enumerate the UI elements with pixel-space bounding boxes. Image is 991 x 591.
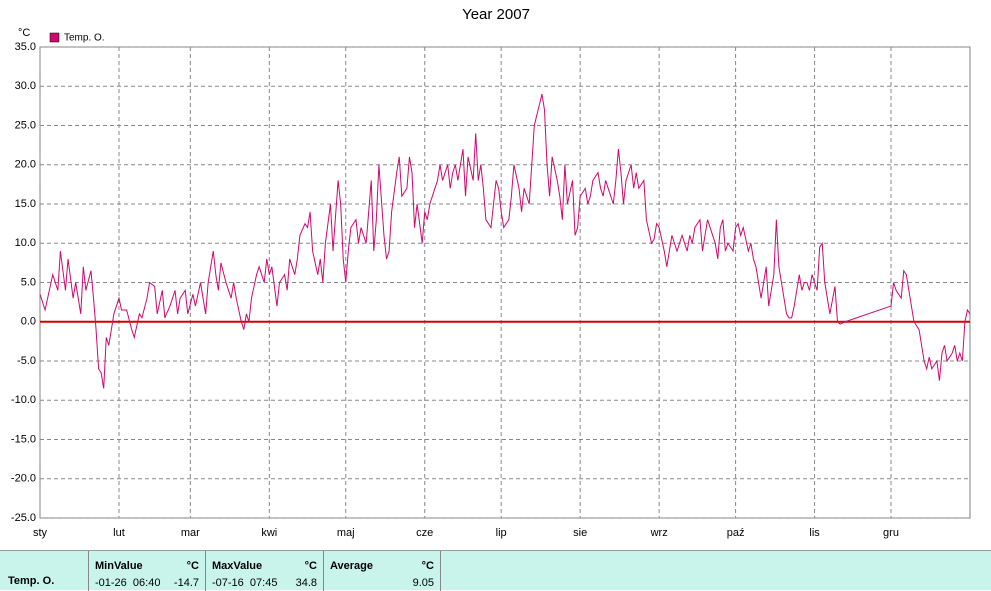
y-tick-label: -15.0 [11,433,36,445]
stats-time: -07-16 07:45 [212,577,278,589]
stats-cell: MaxValue °C -07-16 07:45 34.8 [206,551,324,591]
stats-series-cell: Temp. O. [0,551,89,591]
x-tick-label: maj [337,527,355,539]
stats-title: Average [330,560,374,572]
y-tick-label: 5.0 [21,276,36,288]
y-tick-label: 0.0 [21,316,36,328]
stats-value: -14.7 [173,577,199,589]
y-tick-label: 20.0 [15,159,36,171]
x-tick-label: mar [181,527,200,539]
x-tick-label: kwi [261,527,277,539]
stats-panel: Temp. O. MinValue °C -01-26 06:40 -14.7 … [0,550,991,591]
y-tick-label: -5.0 [17,355,36,367]
x-tick-label: gru [883,527,899,539]
x-tick-label: paź [727,527,745,539]
chart-title: Year 2007 [462,6,530,23]
stats-series: Temp. O. [8,575,55,587]
stats-value: 9.05 [412,577,434,589]
y-tick-label: 35.0 [15,41,36,53]
stats-cell: Average °C 9.05 [324,551,441,591]
stats-title: MaxValue [212,560,263,572]
x-tick-label: sty [33,527,48,539]
y-tick-label: 10.0 [15,237,36,249]
x-tick-label: wrz [650,527,668,539]
x-tick-label: lis [809,527,820,539]
data-line [39,93,971,389]
legend-swatch [49,32,60,43]
stats-unit: °C [421,560,434,572]
y-unit: °C [18,27,30,39]
y-tick-label: -20.0 [11,473,36,485]
stats-time: -01-26 06:40 [95,577,161,589]
y-tick-label: 15.0 [15,198,36,210]
x-tick-label: sie [573,527,587,539]
chart: Year 2007 °C Temp. O. -25.0 -20.0 -15.0 -10… [11,6,971,539]
stats-title: MinValue [95,560,143,572]
x-tick-label: cze [416,527,433,539]
legend-label: Temp. O. [64,33,105,44]
stats-value: 34.8 [295,577,317,589]
y-tick-label: -25.0 [11,512,36,524]
stats-unit: °C [304,560,317,572]
x-tick-label: lut [113,527,125,539]
y-tick-label: -10.0 [11,394,36,406]
y-tick-label: 25.0 [15,119,36,131]
stats-cell: MinValue °C -01-26 06:40 -14.7 [89,551,206,591]
x-tick-label: lip [496,527,507,539]
y-tick-label: 30.0 [15,80,36,92]
stats-unit: °C [186,560,199,572]
